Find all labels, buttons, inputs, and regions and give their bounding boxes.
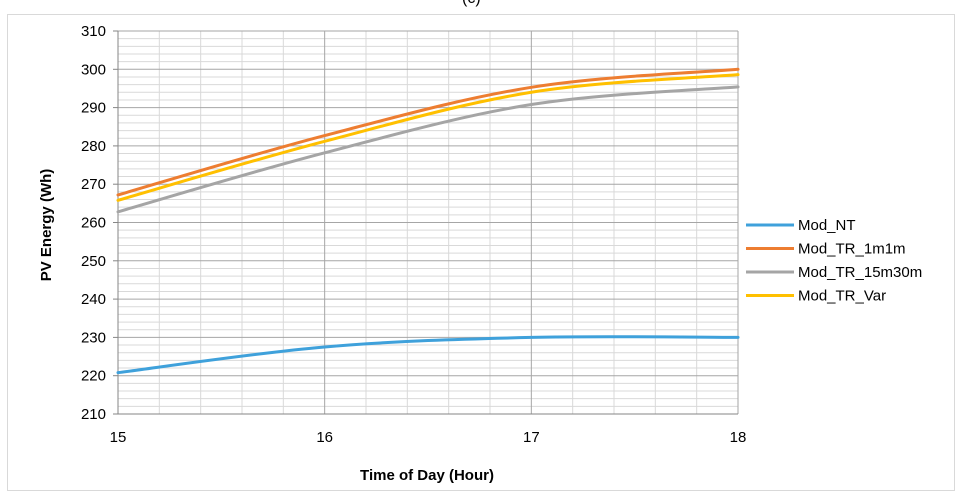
legend: Mod_NT Mod_TR_1m1m Mod_TR_15m30m Mod_TR_Var (746, 217, 922, 305)
y-tick-label: 310 (81, 23, 106, 40)
legend-label: Mod_TR_1m1m (798, 241, 906, 258)
y-tick-label: 300 (81, 61, 106, 78)
tick-labels: 210 220 230 240 250 260 270 280 290 300 310 15 16 17 1… (81, 23, 746, 446)
chart-frame (7, 14, 955, 491)
series-line-mod-nt (116, 335, 740, 375)
y-tick-label: 260 (81, 215, 106, 232)
y-tick-label: 240 (81, 291, 106, 308)
legend-label: Mod_TR_Var (798, 288, 886, 305)
y-tick-label: 290 (81, 100, 106, 117)
legend-label: Mod_TR_15m30m (798, 264, 922, 281)
axes-layer (113, 30, 738, 415)
series-line-mod-tr-1m1m (116, 67, 740, 197)
chart-panel-label: (c) (462, 0, 481, 8)
x-tick-label: 18 (730, 429, 747, 446)
series-line-mod-tr-var (116, 73, 740, 202)
x-tick-label: 16 (316, 429, 333, 446)
y-tick-label: 210 (81, 406, 106, 423)
legend-label: Mod_NT (798, 217, 856, 234)
series-line-mod-tr-15m30m (116, 85, 740, 214)
y-tick-label: 220 (81, 368, 106, 385)
y-tick-label: 250 (81, 253, 106, 270)
y-tick-label: 280 (81, 138, 106, 155)
y-tick-label: 270 (81, 176, 106, 193)
x-axis-label: Time of Day (Hour) (360, 467, 494, 484)
x-tick-label: 17 (523, 429, 540, 446)
y-tick-label: 230 (81, 329, 106, 346)
grid-layer (117, 30, 739, 415)
x-tick-label: 15 (110, 429, 127, 446)
series-layer (116, 67, 740, 375)
y-axis-label: PV Energy (Wh) (38, 169, 55, 282)
